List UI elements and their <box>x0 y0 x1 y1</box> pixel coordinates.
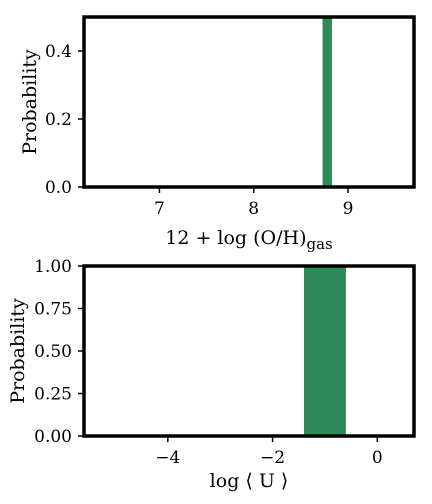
x-axis-label: log ⟨ U ⟩ <box>210 470 289 492</box>
x-tick-label: 9 <box>343 199 354 219</box>
x-tick-label: 7 <box>154 199 165 219</box>
y-tick-label: 1.00 <box>34 257 72 277</box>
y-tick-label: 0.25 <box>34 385 72 405</box>
y-tick-label: 0.50 <box>34 342 72 362</box>
y-tick-label: 0.00 <box>34 427 72 447</box>
x-tick-label: −4 <box>155 448 180 468</box>
x-axis-label: 12 + log (O/H)gas <box>165 227 333 253</box>
histogram-bar <box>322 17 332 187</box>
x-tick-label: 8 <box>248 199 259 219</box>
histogram-bar <box>304 266 346 436</box>
y-tick-label: 0.4 <box>45 42 72 62</box>
chart-panel-metallicity: 7 8 9 0.0 0.2 0.4 12 + log (O/H)gas Probability <box>19 15 416 253</box>
plot-frame <box>82 15 416 189</box>
plot-frame <box>82 264 416 438</box>
y-tick-label: 0.75 <box>34 300 72 320</box>
x-tick-label: 0 <box>372 448 383 468</box>
y-axis-label: Probability <box>7 298 29 404</box>
chart-panel-ionization: −4 −2 0 0.00 0.25 0.50 0.75 1.00 log ⟨ U ⟩ Probab… <box>7 257 416 492</box>
x-tick-label: −2 <box>260 448 285 468</box>
y-axis-label: Probability <box>19 49 41 155</box>
y-tick-label: 0.0 <box>45 178 72 198</box>
y-tick-label: 0.2 <box>45 110 72 130</box>
